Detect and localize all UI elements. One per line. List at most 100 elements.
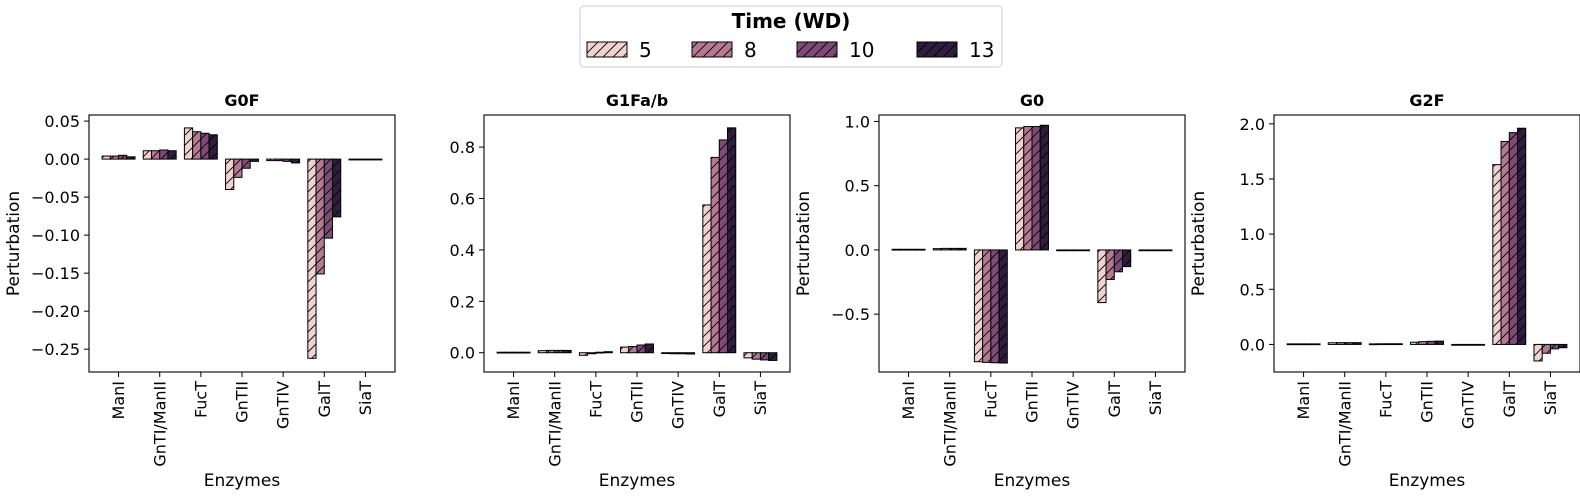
bar-hatch <box>1122 249 1131 267</box>
y-tick-label: 0.6 <box>450 190 475 209</box>
subplot-3: G2F 2.0 1.5 1.0 0.5 0.0 Perturbation ManI GnTI/M… <box>1189 91 1580 491</box>
bar-hatch <box>1015 127 1024 250</box>
bar-hatch <box>316 159 325 274</box>
bar-hatch <box>1410 342 1419 345</box>
x-tick-label: GnTI/ManII <box>1335 381 1354 467</box>
bar-hatch <box>579 352 588 356</box>
x-tick-label: GnTII <box>1418 381 1437 423</box>
plot-frame <box>483 114 791 373</box>
bar-hatch <box>521 352 531 354</box>
x-tick-label: GnTII <box>628 381 647 423</box>
chart-title: G0F <box>224 91 259 110</box>
legend-swatch-hatch-5 <box>587 42 627 57</box>
bar-hatch <box>1377 343 1386 345</box>
y-axis-label: Perturbation <box>794 191 814 296</box>
plot-frame <box>1273 114 1580 373</box>
bar-hatch <box>1056 249 1065 251</box>
bar-hatch <box>1476 344 1485 346</box>
bar-hatch <box>546 350 555 353</box>
y-tick-label: 0.2 <box>450 292 475 311</box>
x-tick-label: GalT <box>1500 381 1519 418</box>
y-tick-label: −0.25 <box>31 340 80 359</box>
legend-title: Time (WD) <box>732 9 851 33</box>
x-tick-label: FucT <box>1376 381 1395 418</box>
chart-title: G0 <box>1020 91 1044 110</box>
bar-hatch <box>348 159 358 160</box>
bar-hatch <box>1023 126 1032 250</box>
bar-hatch <box>1311 343 1321 345</box>
legend-label-8: 8 <box>744 38 757 62</box>
bar-hatch <box>587 352 596 354</box>
bar-hatch <box>250 159 259 162</box>
bar-hatch <box>1097 249 1107 303</box>
bar-hatch <box>1352 342 1362 345</box>
y-tick-label: −0.5 <box>831 305 870 324</box>
x-tick-label: GnTIV <box>669 381 688 429</box>
y-tick-label: −0.05 <box>31 188 80 207</box>
bar-hatch <box>1435 341 1444 345</box>
legend-swatch-hatch-10 <box>797 42 837 57</box>
y-axis-label: Perturbation <box>4 191 24 296</box>
x-tick-label: ManI <box>109 381 128 419</box>
bar-hatch <box>1542 344 1551 354</box>
x-axis-label: Enzymes <box>994 471 1071 491</box>
bar-hatch <box>1501 141 1510 345</box>
bar-hatch <box>1509 132 1518 345</box>
x-tick-label: ManI <box>504 381 523 419</box>
bar-hatch <box>752 352 761 360</box>
bar-hatch <box>637 345 646 353</box>
bar-hatch <box>719 139 728 353</box>
bar-hatch <box>1427 341 1436 345</box>
bar-hatch <box>1163 249 1172 251</box>
x-tick-label: GalT <box>710 381 729 418</box>
y-tick-label: 0.0 <box>845 241 870 260</box>
y-tick-label: 0.0 <box>450 344 475 363</box>
charts: G0F 0.05 0.00 −0.05 −0.10 −0.15 −0.20 −0.25 Pert… <box>4 91 1580 491</box>
bar-hatch <box>768 352 777 361</box>
bar-hatch <box>941 248 950 250</box>
bar-hatch <box>916 249 926 251</box>
x-axis-label: Enzymes <box>1389 471 1466 491</box>
bar-hatch <box>620 347 629 353</box>
bar-hatch <box>1533 344 1543 361</box>
bar-hatch <box>1064 249 1074 251</box>
x-tick-label: FucT <box>981 381 1000 418</box>
x-tick-label: FucT <box>586 381 605 418</box>
bar-hatch <box>1418 341 1427 345</box>
bar-hatch <box>760 352 769 360</box>
subplot-1: G1Fa/b 0.8 0.6 0.4 0.2 0.0 ManI GnTI/ManII FucT G… <box>450 91 791 491</box>
legend-frame <box>579 5 1003 68</box>
x-tick-label: GnTIV <box>1459 381 1478 429</box>
bar-hatch <box>1081 249 1090 251</box>
bar-hatch <box>1451 344 1460 346</box>
bar-hatch <box>628 346 637 353</box>
bar-hatch <box>102 156 111 160</box>
x-tick-label: ManI <box>1294 381 1313 419</box>
bar-hatch <box>1032 126 1041 250</box>
bar-hatch <box>192 131 201 160</box>
bar-hatch <box>1468 344 1477 346</box>
bar-hatch <box>1303 343 1312 345</box>
x-tick-label: FucT <box>191 381 210 418</box>
y-tick-label: −0.15 <box>31 264 80 283</box>
y-tick-label: 0.05 <box>44 112 80 131</box>
y-tick-label: 1.0 <box>1240 225 1265 244</box>
bar-hatch <box>711 157 720 353</box>
bar-hatch <box>1295 343 1304 345</box>
bar-hatch <box>159 149 168 160</box>
y-tick-label: 1.0 <box>845 112 870 131</box>
bar-hatch <box>291 159 300 163</box>
bar-hatch <box>743 352 753 358</box>
bar-hatch <box>505 352 514 354</box>
bar-hatch <box>1336 342 1345 345</box>
x-tick-label: GnTIV <box>1064 381 1083 429</box>
bar-hatch <box>1147 249 1156 251</box>
y-tick-label: 0.0 <box>1240 335 1265 354</box>
bar-hatch <box>562 350 572 353</box>
bar-hatch <box>1459 344 1469 346</box>
bar-hatch <box>225 159 234 190</box>
x-tick-label: GnTII <box>1023 381 1042 423</box>
legend-label-10: 10 <box>849 38 874 62</box>
x-tick-label: GnTI/ManII <box>150 381 169 467</box>
